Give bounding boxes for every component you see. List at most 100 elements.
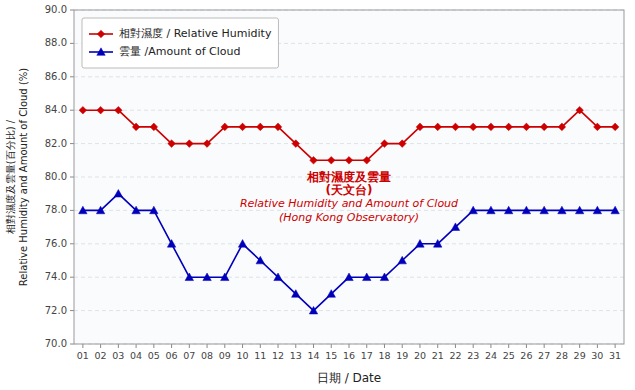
point — [309, 306, 317, 314]
grid-line — [74, 76, 624, 77]
point — [434, 240, 442, 248]
tick-label: 17 — [361, 350, 373, 361]
tick-mark — [331, 344, 332, 348]
point — [132, 206, 140, 214]
tick-mark — [295, 344, 296, 348]
point — [292, 140, 300, 148]
point — [504, 206, 512, 214]
annotation: (Hong Kong Observatory) — [279, 211, 419, 224]
tick-label: 02 — [95, 350, 107, 361]
point — [452, 123, 460, 131]
tick-mark — [490, 344, 491, 348]
point — [310, 157, 318, 165]
tick-label: 07 — [183, 350, 195, 361]
legend-marker — [97, 48, 105, 56]
grid-line — [74, 243, 624, 244]
point — [505, 123, 513, 131]
tick-mark — [419, 344, 420, 348]
tick-mark — [579, 344, 580, 348]
x-axis-label: 日期 / Date — [317, 371, 381, 385]
annotation: Relative Humidity and Amount of Cloud — [240, 197, 459, 210]
legend-marker — [97, 30, 105, 38]
plot-frame — [74, 10, 624, 344]
tick-label: 86.0 — [45, 71, 67, 82]
tick-mark — [313, 344, 314, 348]
point — [363, 157, 371, 165]
tick-mark — [189, 344, 190, 348]
tick-mark — [82, 344, 83, 348]
point — [167, 240, 175, 248]
series — [79, 190, 620, 314]
tick-label: 22 — [449, 350, 461, 361]
tick-mark — [402, 344, 403, 348]
point — [115, 106, 123, 114]
tick-label: 19 — [396, 350, 408, 361]
point — [132, 123, 140, 131]
series-line — [83, 110, 615, 160]
point — [469, 206, 477, 214]
point — [540, 206, 548, 214]
tick-label: 25 — [503, 350, 515, 361]
y-axis: 70.072.074.076.078.080.082.084.086.088.0… — [45, 4, 624, 349]
y-axis-label: 相對濕度及雲量(百分比) /Relative Humidity and Amou… — [5, 68, 29, 286]
point — [239, 123, 247, 131]
point — [79, 106, 87, 114]
annotations: 相對濕度及雲量(天文台)Relative Humidity and Amount… — [240, 170, 459, 224]
point — [381, 140, 389, 148]
annotation: (天文台) — [326, 183, 373, 197]
tick-mark — [70, 10, 74, 11]
tick-mark — [70, 43, 74, 44]
tick-mark — [207, 344, 208, 348]
point — [594, 123, 602, 131]
point — [575, 206, 583, 214]
tick-label: 03 — [112, 350, 124, 361]
tick-label: 28 — [556, 350, 568, 361]
point — [487, 206, 495, 214]
point — [203, 140, 211, 148]
tick-label: 31 — [609, 350, 621, 361]
tick-mark — [437, 344, 438, 348]
tick-label: 70.0 — [45, 338, 67, 349]
tick-label: 74.0 — [45, 271, 67, 282]
annotation: 相對濕度及雲量 — [306, 170, 391, 184]
tick-label: 10 — [237, 350, 249, 361]
tick-label: 23 — [467, 350, 479, 361]
tick-label: 15 — [325, 350, 337, 361]
tick-mark — [473, 344, 474, 348]
tick-label: 30 — [591, 350, 603, 361]
tick-label: 20 — [414, 350, 426, 361]
tick-mark — [224, 344, 225, 348]
tick-mark — [242, 344, 243, 348]
tick-label: 04 — [130, 350, 142, 361]
point — [593, 206, 601, 214]
point — [221, 123, 229, 131]
point — [416, 123, 424, 131]
legend-box — [82, 18, 278, 68]
tick-label: 06 — [166, 350, 178, 361]
tick-mark — [349, 344, 350, 348]
tick-mark — [384, 344, 385, 348]
plot-marks — [79, 106, 620, 314]
point — [221, 273, 229, 281]
point — [487, 123, 495, 131]
tick-label: 21 — [432, 350, 444, 361]
tick-mark — [278, 344, 279, 348]
tick-label: 11 — [254, 350, 266, 361]
point — [185, 273, 193, 281]
tick-label: 13 — [290, 350, 302, 361]
point — [327, 157, 335, 165]
tick-mark — [118, 344, 119, 348]
tick-mark — [615, 344, 616, 348]
point — [576, 106, 584, 114]
tick-label: 08 — [201, 350, 213, 361]
tick-mark — [136, 344, 137, 348]
tick-label: 18 — [378, 350, 390, 361]
tick-mark — [100, 344, 101, 348]
legend-label: 雲量 /Amount of Cloud — [119, 45, 240, 58]
chart: 70.072.074.076.078.080.082.084.086.088.0… — [0, 0, 635, 390]
point — [469, 123, 477, 131]
tick-label: 82.0 — [45, 138, 67, 149]
point — [186, 140, 194, 148]
tick-mark — [70, 344, 74, 345]
tick-mark — [561, 344, 562, 348]
